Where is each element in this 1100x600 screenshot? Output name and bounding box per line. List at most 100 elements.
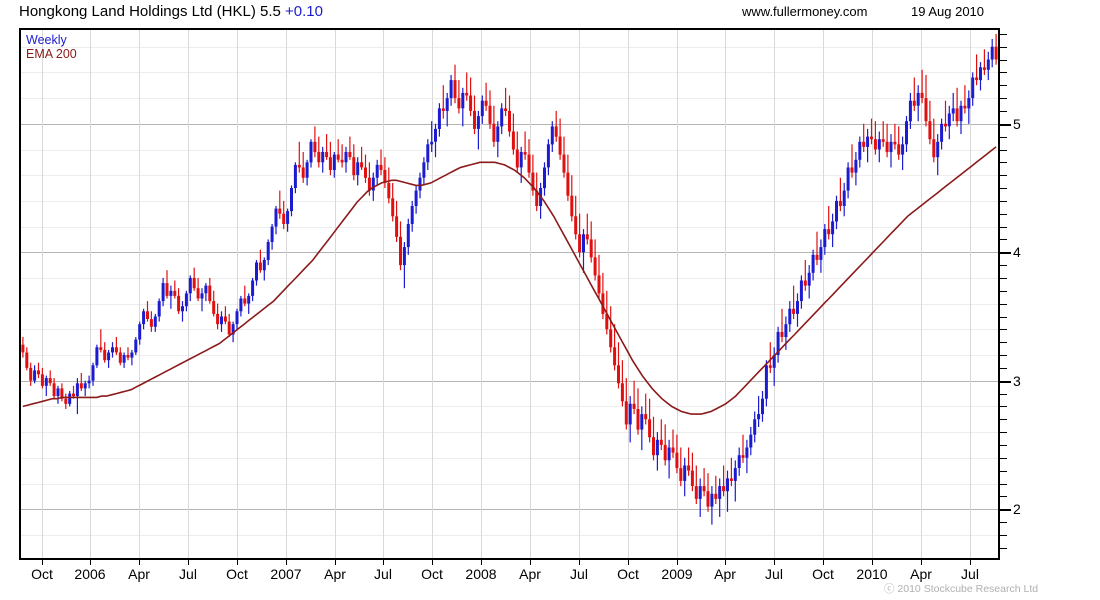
- vertical-gridline: [677, 30, 678, 558]
- candle-body: [130, 352, 134, 358]
- horizontal-gridline: [21, 277, 998, 279]
- candle-body: [72, 393, 75, 397]
- candle-body: [652, 437, 655, 456]
- candle-body: [768, 365, 772, 368]
- x-axis-label: Jul: [570, 566, 588, 582]
- y-axis-minor-tick: [1000, 534, 1007, 536]
- x-axis-label: Jul: [765, 566, 783, 582]
- candle-body: [75, 383, 79, 397]
- x-axis-tick: [725, 560, 726, 565]
- horizontal-gridline: [21, 355, 998, 356]
- y-axis-minor-tick: [1000, 303, 1007, 305]
- candle-body: [889, 141, 893, 153]
- candle-body: [434, 128, 437, 142]
- horizontal-gridline: [21, 72, 998, 74]
- vertical-gridline: [237, 30, 238, 558]
- candle-body: [430, 141, 434, 145]
- candle-body: [461, 92, 465, 109]
- candle-body: [192, 277, 196, 289]
- x-axis-tick: [139, 560, 140, 565]
- y-axis-minor-tick: [1000, 316, 1007, 318]
- candle-body: [457, 98, 461, 109]
- candle-body: [153, 316, 157, 327]
- plot-area[interactable]: Weekly EMA 200: [19, 28, 1000, 560]
- candle-body: [733, 468, 737, 481]
- candle-body: [628, 403, 632, 425]
- y-axis-label: 5: [1013, 115, 1021, 132]
- candle-body: [142, 311, 146, 325]
- candle-body: [955, 108, 959, 122]
- candle-body: [687, 465, 691, 471]
- y-axis-minor-tick: [1000, 226, 1007, 228]
- candle-body: [243, 298, 247, 304]
- candle-body: [383, 170, 387, 183]
- candle-body: [729, 478, 733, 481]
- x-axis-label: 2007: [270, 566, 302, 582]
- vertical-gridline: [872, 30, 873, 558]
- x-axis-label: Oct: [226, 566, 248, 582]
- candle-body: [617, 365, 620, 384]
- candle-body: [543, 167, 546, 189]
- y-axis-minor-tick: [1000, 367, 1007, 369]
- candle-body: [722, 486, 726, 492]
- candle-body: [531, 172, 535, 191]
- vertical-gridline: [286, 30, 287, 558]
- candle-body: [165, 283, 169, 296]
- candle-body: [87, 380, 91, 384]
- y-axis-minor-tick: [1000, 162, 1007, 164]
- candle-body: [609, 329, 613, 348]
- x-axis-tick: [823, 560, 824, 565]
- vertical-gridline: [335, 30, 336, 558]
- candle-body: [815, 254, 819, 260]
- candle-body: [589, 239, 593, 258]
- candle-body: [718, 486, 722, 499]
- x-axis-tick: [188, 560, 189, 565]
- candle-body: [107, 352, 111, 361]
- candle-body: [819, 247, 823, 260]
- x-axis-label: Oct: [31, 566, 53, 582]
- horizontal-gridline: [21, 226, 998, 228]
- x-axis-tick: [481, 560, 482, 565]
- candle-body: [846, 167, 850, 191]
- y-axis-minor-tick: [1000, 46, 1007, 48]
- vertical-gridline: [921, 30, 922, 558]
- x-axis-label: Apr: [519, 566, 541, 582]
- candle-body: [21, 344, 25, 353]
- candle-body: [511, 131, 515, 150]
- candle-body: [881, 139, 885, 142]
- candle-body: [776, 331, 780, 355]
- candle-body: [811, 254, 815, 273]
- candle-body: [301, 167, 305, 178]
- y-axis-minor-tick: [1000, 342, 1007, 344]
- candle-body: [235, 311, 239, 325]
- y-axis-minor-tick: [1000, 136, 1007, 138]
- candle-body: [698, 486, 702, 499]
- vertical-gridline: [188, 30, 189, 558]
- x-axis-label: 2009: [661, 566, 693, 582]
- vertical-gridline: [774, 30, 775, 558]
- vertical-gridline: [432, 30, 433, 558]
- candle-body: [535, 190, 539, 206]
- legend-ema: EMA 200: [26, 47, 77, 61]
- candle-body: [453, 80, 457, 99]
- candle-body: [367, 177, 371, 191]
- candle-body: [624, 401, 628, 425]
- candle-body: [336, 154, 340, 160]
- candle-body: [371, 177, 375, 191]
- y-axis-minor-tick: [1000, 419, 1007, 421]
- vertical-gridline: [823, 30, 824, 558]
- y-axis-minor-tick: [1000, 277, 1007, 279]
- candle-body: [79, 383, 83, 389]
- candle-body: [947, 113, 951, 127]
- y-axis-minor-tick: [1000, 547, 1007, 549]
- candle-body: [870, 136, 873, 140]
- candle-body: [951, 108, 955, 114]
- candle-body: [208, 285, 212, 301]
- candle-body: [807, 272, 811, 286]
- y-axis-minor-tick: [1000, 33, 1007, 35]
- candle-body: [476, 116, 480, 129]
- candle-body: [406, 224, 410, 248]
- vertical-gridline: [579, 30, 580, 558]
- candle-body: [103, 349, 107, 361]
